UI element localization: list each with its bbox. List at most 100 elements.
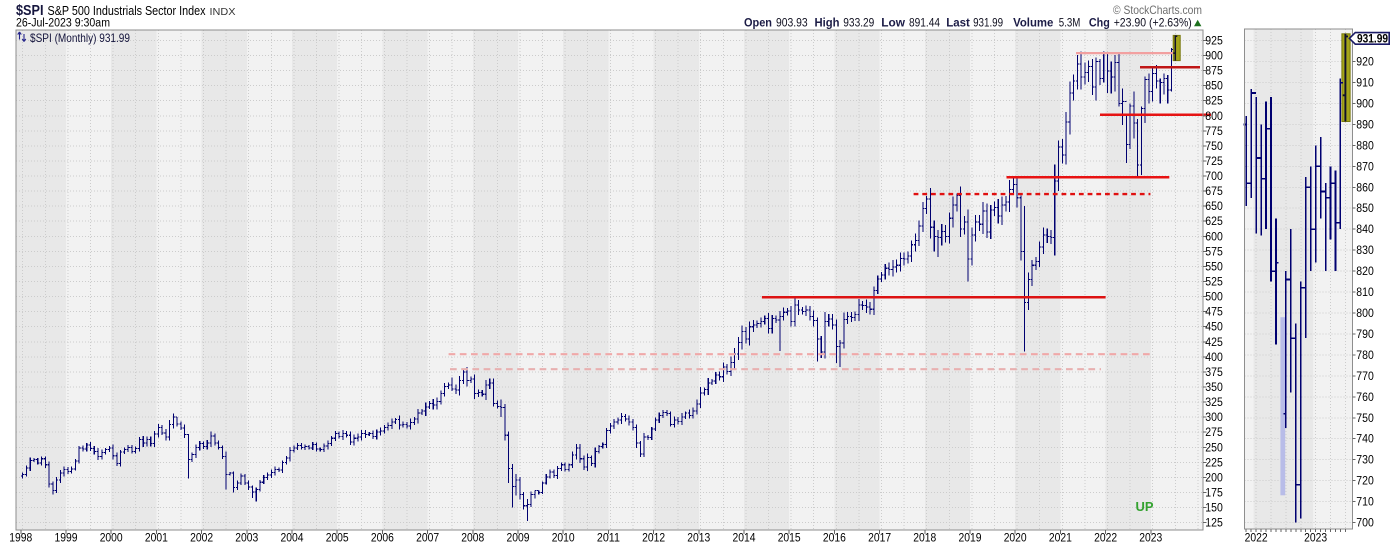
svg-text:2023: 2023 xyxy=(1304,533,1327,545)
svg-text:720: 720 xyxy=(1356,476,1374,488)
svg-text:Last: Last xyxy=(946,16,970,30)
svg-text:475: 475 xyxy=(1205,307,1223,319)
svg-text:2022: 2022 xyxy=(1245,533,1268,545)
svg-text:2016: 2016 xyxy=(823,533,846,545)
svg-text:750: 750 xyxy=(1205,141,1223,153)
svg-text:150: 150 xyxy=(1205,503,1223,515)
svg-text:675: 675 xyxy=(1205,186,1223,198)
svg-text:750: 750 xyxy=(1356,413,1374,425)
svg-text:2000: 2000 xyxy=(100,533,123,545)
svg-text:760: 760 xyxy=(1356,392,1374,404)
svg-text:$SPI: $SPI xyxy=(16,3,44,19)
svg-text:2002: 2002 xyxy=(190,533,213,545)
svg-text:891.44: 891.44 xyxy=(909,16,940,30)
svg-text:800: 800 xyxy=(1356,308,1374,320)
svg-text:850: 850 xyxy=(1205,81,1223,93)
svg-text:810: 810 xyxy=(1356,287,1374,299)
svg-text:725: 725 xyxy=(1205,156,1223,168)
svg-text:860: 860 xyxy=(1356,182,1374,194)
svg-text:870: 870 xyxy=(1356,161,1374,173)
svg-text:775: 775 xyxy=(1205,126,1223,138)
svg-text:2003: 2003 xyxy=(235,533,258,545)
svg-text:790: 790 xyxy=(1356,329,1374,341)
svg-text:2014: 2014 xyxy=(733,533,757,545)
svg-text:925: 925 xyxy=(1205,35,1223,47)
svg-text:890: 890 xyxy=(1356,120,1374,132)
svg-text:325: 325 xyxy=(1205,397,1223,409)
svg-text:350: 350 xyxy=(1205,382,1223,394)
svg-text:770: 770 xyxy=(1356,371,1374,383)
svg-text:830: 830 xyxy=(1356,245,1374,257)
svg-text:High: High xyxy=(815,16,840,30)
svg-text:910: 910 xyxy=(1356,78,1374,90)
svg-text:2007: 2007 xyxy=(416,533,439,545)
svg-text:300: 300 xyxy=(1205,412,1223,424)
svg-text:Open: Open xyxy=(744,16,772,30)
svg-text:903.93: 903.93 xyxy=(776,16,808,30)
svg-text:26-Jul-2023 9:30am: 26-Jul-2023 9:30am xyxy=(16,18,110,30)
svg-text:1999: 1999 xyxy=(55,533,78,545)
svg-text:575: 575 xyxy=(1205,246,1223,258)
svg-text:875: 875 xyxy=(1205,66,1223,78)
svg-text:525: 525 xyxy=(1205,277,1223,289)
svg-text:INDX: INDX xyxy=(210,6,236,18)
svg-text:730: 730 xyxy=(1356,455,1374,467)
svg-text:920: 920 xyxy=(1356,57,1374,69)
svg-text:2011: 2011 xyxy=(597,533,620,545)
svg-text:780: 780 xyxy=(1356,350,1374,362)
svg-text:2005: 2005 xyxy=(326,533,349,545)
svg-text:2021: 2021 xyxy=(1049,533,1072,545)
svg-text:2023: 2023 xyxy=(1139,533,1162,545)
svg-text:2013: 2013 xyxy=(687,533,710,545)
svg-text:450: 450 xyxy=(1205,322,1223,334)
svg-text:2017: 2017 xyxy=(868,533,891,545)
svg-text:820: 820 xyxy=(1356,266,1374,278)
svg-text:600: 600 xyxy=(1205,231,1223,243)
svg-text:850: 850 xyxy=(1356,203,1374,215)
svg-text:700: 700 xyxy=(1205,171,1223,183)
svg-text:625: 625 xyxy=(1205,216,1223,228)
svg-text:931.99: 931.99 xyxy=(1357,33,1388,45)
svg-text:931.99: 931.99 xyxy=(973,16,1003,30)
svg-text:740: 740 xyxy=(1356,434,1374,446)
svg-text:200: 200 xyxy=(1205,472,1223,484)
svg-text:400: 400 xyxy=(1205,352,1223,364)
svg-text:UP: UP xyxy=(1136,499,1154,514)
svg-text:2019: 2019 xyxy=(959,533,982,545)
svg-text:800: 800 xyxy=(1205,111,1223,123)
svg-text:225: 225 xyxy=(1205,457,1223,469)
svg-text:900: 900 xyxy=(1356,99,1374,111)
svg-text:250: 250 xyxy=(1205,442,1223,454)
svg-text:275: 275 xyxy=(1205,427,1223,439)
svg-text:425: 425 xyxy=(1205,337,1223,349)
svg-text:2012: 2012 xyxy=(642,533,665,545)
svg-text:700: 700 xyxy=(1356,518,1374,530)
svg-text:710: 710 xyxy=(1356,497,1374,509)
svg-text:900: 900 xyxy=(1205,51,1223,63)
svg-text:825: 825 xyxy=(1205,96,1223,108)
svg-text:125: 125 xyxy=(1205,518,1223,530)
svg-text:2010: 2010 xyxy=(552,533,575,545)
svg-text:2006: 2006 xyxy=(371,533,394,545)
svg-text:Low: Low xyxy=(881,16,905,30)
svg-text:© StockCharts.com: © StockCharts.com xyxy=(1113,3,1202,17)
svg-text:2001: 2001 xyxy=(145,533,168,545)
svg-text:550: 550 xyxy=(1205,261,1223,273)
svg-text:880: 880 xyxy=(1356,140,1374,152)
svg-text:2015: 2015 xyxy=(778,533,801,545)
svg-text:2004: 2004 xyxy=(281,533,305,545)
svg-text:Volume: Volume xyxy=(1013,16,1054,30)
svg-text:650: 650 xyxy=(1205,201,1223,213)
svg-text:1998: 1998 xyxy=(9,533,32,545)
svg-text:840: 840 xyxy=(1356,224,1374,236)
svg-text:933.29: 933.29 xyxy=(843,16,874,30)
svg-text:2009: 2009 xyxy=(507,533,530,545)
svg-text:+23.90 (+2.63%): +23.90 (+2.63%) xyxy=(1114,16,1192,30)
svg-text:5.3M: 5.3M xyxy=(1059,16,1081,30)
svg-text:Chg: Chg xyxy=(1089,16,1110,30)
svg-text:$SPI (Monthly) 931.99: $SPI (Monthly) 931.99 xyxy=(30,31,130,45)
svg-text:2020: 2020 xyxy=(1004,533,1027,545)
svg-text:500: 500 xyxy=(1205,292,1223,304)
svg-text:2018: 2018 xyxy=(913,533,936,545)
svg-text:375: 375 xyxy=(1205,367,1223,379)
